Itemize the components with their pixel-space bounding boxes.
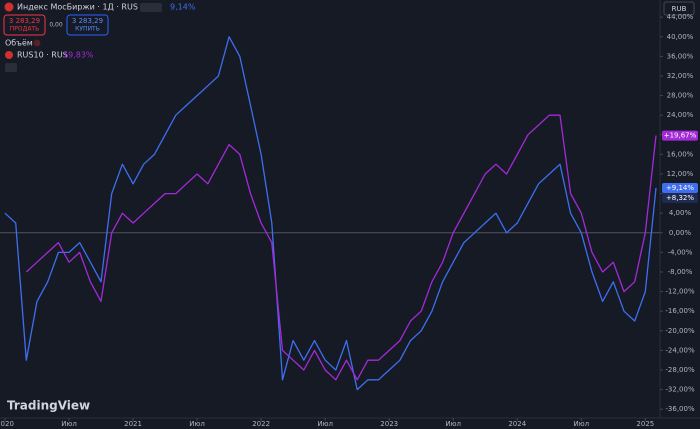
x-tick-label: 2020 <box>0 420 14 428</box>
y-tick-label: 4,00% <box>669 209 692 217</box>
y-tick-label: 36,00% <box>667 52 694 60</box>
y-tick-label: -16,00% <box>665 307 695 315</box>
x-tick-label: 2023 <box>380 420 398 428</box>
y-tick-label: 40,00% <box>667 33 694 41</box>
series-name: Индекс МосБиржи · 1Д · RUS <box>17 3 138 12</box>
legend-value: 19,83% <box>63 51 94 60</box>
price-badge <box>662 192 698 203</box>
y-tick-label: 12,00% <box>667 170 694 178</box>
toggle[interactable] <box>140 3 162 12</box>
price-badge-label: +19,67% <box>664 132 697 140</box>
buy-label: КУПИТЬ <box>75 26 100 33</box>
y-tick-label: -24,00% <box>665 346 695 354</box>
y-tick-label: 44,00% <box>667 13 694 21</box>
buy-price: 3 283,29 <box>72 17 103 25</box>
y-tick-label: 32,00% <box>667 72 694 80</box>
symbol-icon <box>4 2 14 12</box>
x-tick-label: Июл <box>573 420 589 428</box>
volume-label: Объём <box>5 39 33 48</box>
series-line <box>25 114 657 381</box>
sell-label: ПРОДАТЬ <box>10 26 39 33</box>
x-tick-label: Июл <box>317 420 333 428</box>
warning-icon <box>33 39 41 47</box>
x-tick-label: 2022 <box>252 420 270 428</box>
price-badge <box>662 182 698 193</box>
buy-button[interactable] <box>66 14 109 36</box>
y-tick-label: -28,00% <box>665 366 695 374</box>
currency-box[interactable] <box>663 1 695 16</box>
series-name: RUS10 · RUS <box>17 51 68 60</box>
x-tick-label: 2025 <box>636 420 654 428</box>
symbol-icon <box>5 51 13 59</box>
y-tick-label: 28,00% <box>667 92 694 100</box>
y-tick-label: 16,00% <box>667 150 694 158</box>
y-tick-label: 24,00% <box>667 111 694 119</box>
logo: TradingView <box>7 399 90 413</box>
y-tick-label: -36,00% <box>665 405 695 413</box>
price-badge <box>662 130 698 141</box>
x-tick-label: Июл <box>189 420 205 428</box>
x-tick-label: 2024 <box>508 420 526 428</box>
spread: 0,00 <box>49 22 63 29</box>
sell-button[interactable] <box>3 14 46 36</box>
sell-price: 3 283,29 <box>9 17 40 25</box>
y-tick-label: -4,00% <box>668 248 693 256</box>
series-line <box>4 36 657 391</box>
x-tick-label: 2021 <box>124 420 142 428</box>
y-tick-label: 0,00% <box>669 229 692 237</box>
x-tick-label: Июл <box>61 420 77 428</box>
y-tick-label: -20,00% <box>665 327 695 335</box>
x-tick-label: Июл <box>445 420 461 428</box>
y-tick-label: -8,00% <box>668 268 693 276</box>
y-tick-label: -32,00% <box>665 386 695 394</box>
price-badge-label: +9,14% <box>666 184 694 192</box>
price-badge-label: +8,32% <box>666 194 694 202</box>
y-tick-label: -12,00% <box>665 288 695 296</box>
currency: RUB <box>672 5 687 13</box>
legend-value: 9,14% <box>170 3 196 12</box>
collapse-button[interactable] <box>5 63 17 72</box>
